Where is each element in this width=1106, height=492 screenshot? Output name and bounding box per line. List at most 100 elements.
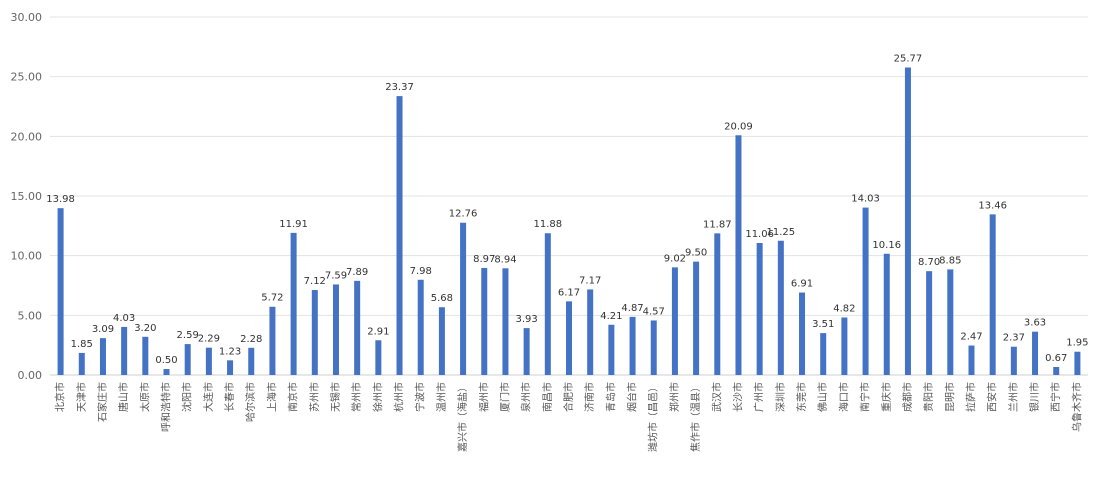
bar	[947, 269, 954, 375]
x-tick-label: 青岛市	[604, 382, 617, 412]
bar	[57, 208, 64, 375]
x-tick-label: 南京市	[287, 382, 300, 412]
bar	[460, 222, 467, 375]
bar	[184, 344, 191, 375]
x-tick-label: 郑州市	[668, 382, 681, 412]
x-tick-label: 北京市	[54, 382, 67, 412]
bar	[650, 320, 657, 375]
bar	[989, 214, 996, 375]
bars	[57, 67, 1081, 376]
data-label: 1.23	[219, 346, 241, 357]
gridlines	[50, 16, 1088, 376]
x-tick-label: 南昌市	[541, 382, 554, 412]
bar	[417, 279, 424, 375]
data-label: 11.06	[745, 229, 774, 240]
bar	[269, 306, 276, 375]
x-tick-label: 哈尔滨市	[244, 382, 257, 422]
bar	[248, 347, 255, 375]
data-label: 2.28	[240, 334, 262, 345]
data-label: 11.25	[767, 227, 796, 238]
x-tick-label: 昆明市	[943, 382, 956, 412]
data-label: 13.98	[46, 194, 75, 205]
data-label: 2.37	[1003, 333, 1025, 344]
bar	[841, 317, 848, 375]
bar	[1074, 351, 1081, 375]
x-tick-label: 厦门市	[498, 382, 511, 412]
data-label: 7.12	[304, 276, 326, 287]
x-tick-label: 西安市	[986, 382, 999, 412]
x-tick-label: 石家庄市	[96, 382, 109, 422]
x-tick-label: 福州市	[477, 382, 490, 412]
bar	[311, 290, 318, 375]
x-tick-label: 西宁市	[1049, 382, 1062, 412]
bar	[608, 324, 615, 375]
bar	[332, 284, 339, 375]
y-tick-label: 25.00	[11, 71, 43, 84]
data-label: 12.76	[449, 209, 478, 220]
data-labels: 13.98 1.85 3.094.033.20 0.50 2.592.291.232.2…	[46, 53, 1088, 366]
data-label: 7.59	[325, 270, 347, 281]
x-tick-label: 沈阳市	[181, 382, 194, 412]
x-tick-label: 太原市	[138, 382, 151, 412]
x-tick-label: 无锡市	[329, 382, 342, 412]
bar	[904, 67, 911, 375]
bar	[714, 233, 721, 375]
data-label: 5.72	[261, 293, 283, 304]
data-label: 7.17	[579, 275, 601, 286]
x-tick-label: 天津市	[75, 382, 88, 412]
data-label: 1.85	[71, 339, 93, 350]
bar	[375, 340, 382, 375]
bar	[671, 267, 678, 375]
x-tick-label: 合肥市	[562, 382, 575, 412]
bar	[1032, 331, 1039, 375]
data-label: 7.89	[346, 267, 368, 278]
data-label: 20.09	[724, 121, 753, 132]
data-label: 11.91	[279, 219, 308, 230]
y-axis-ticks: 0.00 5.00 10.00 15.00 20.00 25.00 30.00	[11, 11, 43, 382]
bar	[227, 360, 234, 375]
data-label: 10.16	[872, 240, 901, 251]
bar	[205, 347, 212, 375]
y-tick-label: 30.00	[11, 11, 43, 24]
x-tick-label: 嘉兴市（海盐）	[456, 382, 469, 452]
data-label: 1.95	[1066, 338, 1088, 349]
bar	[587, 289, 594, 375]
data-label: 23.37	[385, 82, 414, 93]
data-label: 9.50	[685, 248, 707, 259]
x-tick-label: 武汉市	[710, 382, 723, 412]
bar	[883, 253, 890, 375]
data-label: 5.68	[431, 293, 453, 304]
x-tick-label: 贵阳市	[922, 382, 935, 412]
data-label: 11.88	[533, 219, 562, 230]
bar	[354, 280, 361, 375]
x-tick-label: 杭州市	[393, 382, 406, 412]
data-label: 3.20	[134, 323, 156, 334]
x-tick-label: 南宁市	[859, 382, 872, 412]
data-label: 3.09	[92, 324, 114, 335]
x-tick-label: 焦作市（温县）	[689, 382, 702, 452]
x-tick-label: 宁波市	[414, 382, 427, 412]
bar	[99, 338, 106, 375]
data-label: 2.29	[198, 334, 220, 345]
data-label: 14.03	[851, 194, 880, 205]
data-label: 4.82	[833, 303, 855, 314]
data-label: 8.70	[918, 257, 940, 268]
bar	[523, 328, 530, 375]
data-label: 7.98	[410, 266, 432, 277]
x-tick-label: 银川市	[1028, 382, 1041, 412]
x-tick-label: 济南市	[583, 382, 596, 412]
data-label: 6.17	[558, 287, 580, 298]
data-label: 4.87	[621, 303, 643, 314]
data-label: 2.59	[177, 330, 199, 341]
x-tick-label: 苏州市	[308, 382, 321, 412]
data-label: 8.94	[494, 254, 516, 265]
bar	[968, 345, 975, 375]
bar	[777, 240, 784, 375]
data-label: 3.51	[812, 319, 834, 330]
x-tick-label: 东莞市	[795, 382, 808, 412]
data-label: 11.87	[703, 219, 732, 230]
bar	[1053, 367, 1060, 375]
bar	[799, 292, 806, 375]
x-tick-label: 深圳市	[774, 382, 787, 412]
y-tick-label: 5.00	[18, 309, 43, 322]
